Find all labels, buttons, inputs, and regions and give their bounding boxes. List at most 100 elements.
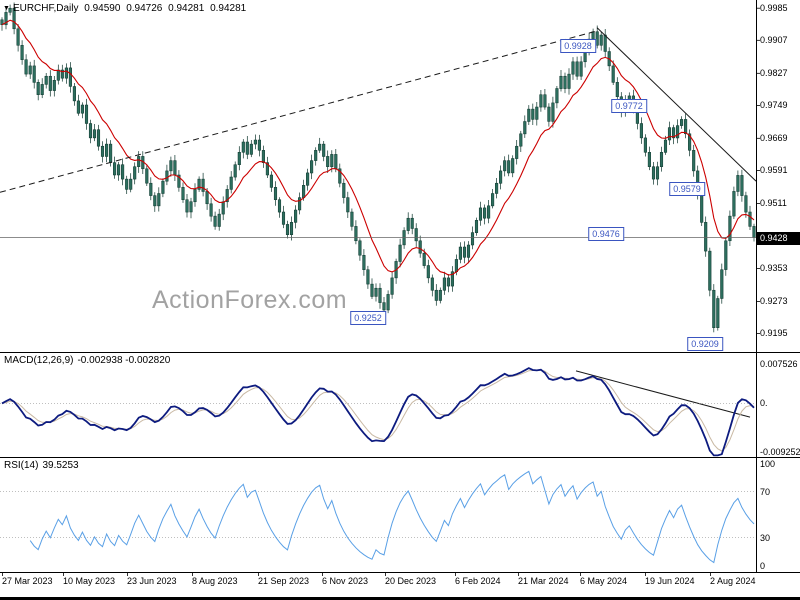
candle-body xyxy=(161,180,165,194)
candle-body xyxy=(60,69,64,79)
price-annotation[interactable]: 0.9579 xyxy=(669,182,705,196)
candle-body xyxy=(225,189,229,203)
date-axis-label: 2 Aug 2024 xyxy=(710,576,756,586)
candle-body xyxy=(523,121,527,135)
candle-body xyxy=(704,222,708,252)
candle-body xyxy=(740,175,744,196)
candle-body xyxy=(145,168,149,184)
candle-body xyxy=(535,106,539,120)
candle-body xyxy=(36,82,40,95)
candle-body xyxy=(40,84,44,95)
candle-body xyxy=(197,178,201,190)
candle-body xyxy=(342,182,346,198)
candle-body xyxy=(659,152,664,167)
candle-body xyxy=(100,145,105,157)
price-annotation[interactable]: 0.9928 xyxy=(560,39,596,53)
macd-signal-line xyxy=(1,369,755,452)
candle-body xyxy=(680,119,684,126)
candle-body xyxy=(358,240,362,256)
candle-body xyxy=(567,73,571,89)
candle-body xyxy=(527,108,531,122)
candle-body xyxy=(466,244,471,258)
date-axis-label: 27 Mar 2023 xyxy=(2,576,53,586)
date-axis-label: 20 Dec 2023 xyxy=(385,576,437,586)
candle-body xyxy=(724,240,728,270)
candle-body xyxy=(277,199,282,213)
candle-body xyxy=(56,69,60,81)
candle-body xyxy=(185,199,189,213)
candle-body xyxy=(177,174,181,188)
macd-values: -0.002938 -0.002820 xyxy=(77,355,171,366)
main-trendline[interactable] xyxy=(0,30,598,193)
candle-body xyxy=(571,61,575,75)
macd-trendline[interactable] xyxy=(575,370,751,418)
candle-body xyxy=(639,123,643,139)
candle-body xyxy=(643,137,647,153)
candle-body xyxy=(434,289,438,301)
candle-body xyxy=(265,162,269,176)
candle-body xyxy=(306,172,310,186)
candle-body xyxy=(551,102,555,122)
candle-body xyxy=(84,104,89,124)
candle-body xyxy=(366,269,370,285)
candle-body xyxy=(478,207,483,221)
candle-body xyxy=(233,164,237,178)
price-annotation[interactable]: 0.9252 xyxy=(350,311,386,325)
candle-body xyxy=(149,182,153,196)
candle-body xyxy=(173,160,177,176)
candle-body xyxy=(442,277,446,291)
candle-body xyxy=(330,154,334,168)
symbol-dropdown-icon[interactable]: ▼ xyxy=(3,5,10,12)
candle-body xyxy=(165,170,169,182)
date-axis-label: 8 Aug 2023 xyxy=(192,576,238,586)
candle-body xyxy=(88,123,93,139)
candle-body xyxy=(651,166,656,180)
price-axis-label: 0.9353 xyxy=(760,263,788,273)
candle-body xyxy=(398,244,402,262)
candle-body xyxy=(245,141,249,155)
ohlc-high: 0.94726 xyxy=(126,3,163,14)
candle-body xyxy=(474,220,479,233)
candle-body xyxy=(555,88,559,104)
candle-body xyxy=(289,222,294,235)
price-annotation[interactable]: 0.9476 xyxy=(588,227,624,241)
moving-average-line xyxy=(1,19,755,276)
candle-body xyxy=(189,201,193,213)
candle-body xyxy=(48,75,52,91)
date-axis-label: 21 Mar 2024 xyxy=(518,576,569,586)
candle-body xyxy=(422,252,426,266)
candle-body xyxy=(273,187,278,200)
candle-body xyxy=(655,166,660,180)
candle-body xyxy=(531,108,535,120)
macd-axis-label: 0.007526 xyxy=(760,359,798,369)
candle-body xyxy=(322,143,326,157)
candle-body xyxy=(8,7,12,13)
candle-body xyxy=(261,150,265,163)
candle-body xyxy=(32,65,36,83)
candle-body xyxy=(253,139,257,145)
candle-body xyxy=(491,193,495,207)
candle-body xyxy=(752,226,756,238)
candle-body xyxy=(193,189,197,203)
price-annotation[interactable]: 0.9772 xyxy=(611,99,647,113)
candle-body xyxy=(113,162,117,176)
candle-body xyxy=(418,240,422,254)
price-axis-label: 0.9907 xyxy=(760,35,788,45)
candle-body xyxy=(667,127,672,141)
candle-body xyxy=(105,143,109,157)
candle-body xyxy=(205,191,209,205)
candle-body xyxy=(52,80,56,91)
candle-body xyxy=(390,277,394,295)
rsi-value: 39.5253 xyxy=(42,460,79,471)
candle-body xyxy=(269,174,273,188)
candle-body xyxy=(157,193,161,207)
main-trendline[interactable] xyxy=(596,27,757,182)
candle-body xyxy=(563,75,567,89)
candle-body xyxy=(611,65,615,83)
ohlc-open: 0.94590 xyxy=(84,3,121,14)
rsi-line xyxy=(29,470,755,564)
price-axis-label: 0.9195 xyxy=(760,328,788,338)
price-annotation[interactable]: 0.9209 xyxy=(687,337,723,351)
date-axis-label: 6 Feb 2024 xyxy=(455,576,501,586)
